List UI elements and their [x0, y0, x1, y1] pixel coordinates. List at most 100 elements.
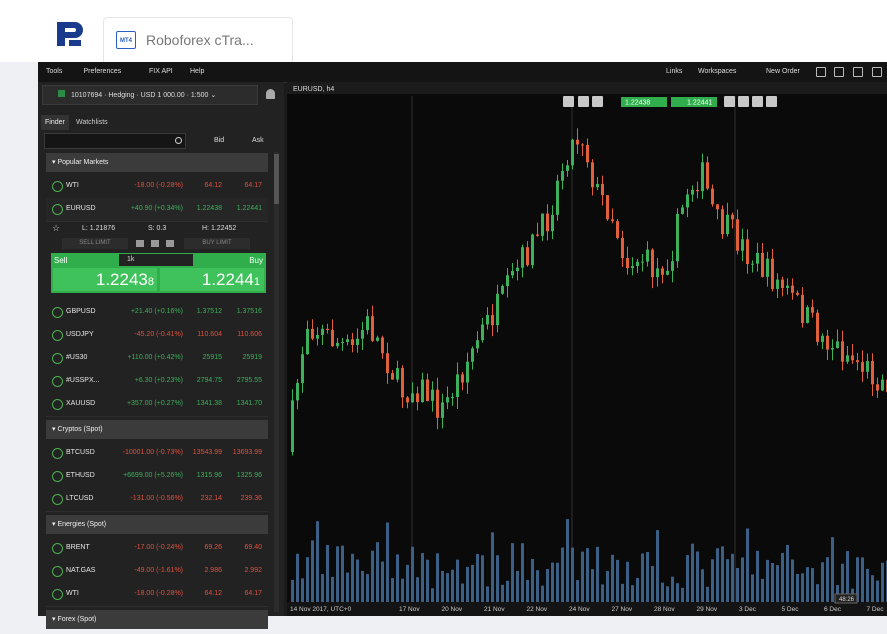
scroll-thumb[interactable] — [274, 154, 279, 204]
order-icon[interactable] — [136, 240, 144, 247]
order-icon[interactable] — [166, 240, 174, 247]
volume-bar — [406, 564, 409, 602]
buy-button[interactable] — [160, 268, 264, 291]
volume-bar — [766, 559, 769, 602]
symbol-row[interactable]: LTCUSD -131.00 (-0.56%) 232.14 239.36 — [46, 488, 268, 512]
search-box[interactable] — [44, 133, 186, 149]
volume-bar — [751, 574, 754, 602]
symbol-row[interactable]: BTCUSD -10001.00 (-0.73%) 13543.99 13693.99 — [46, 442, 268, 466]
pip: 1 — [253, 276, 260, 288]
volume-bar — [386, 522, 389, 602]
buy-limit[interactable]: BUY LIMIT — [184, 238, 250, 249]
bid: 2794.75 — [196, 377, 222, 384]
menu-item[interactable]: Preferences — [83, 68, 122, 75]
toolbar-icon[interactable] — [834, 67, 844, 77]
volume-bar — [531, 558, 534, 602]
candle-body — [401, 368, 404, 398]
symbol-row[interactable]: #USSPX... +6.30 (+0.23%) 2794.75 2795.55 — [46, 370, 268, 394]
toolbar-icon[interactable] — [853, 67, 863, 77]
candle-body — [476, 340, 479, 349]
volume-bar — [356, 559, 359, 602]
change: +40.90 (+0.34%) — [130, 205, 183, 212]
candle-body — [461, 374, 464, 383]
buy-price-box — [671, 97, 717, 107]
menu-item[interactable]: Links — [666, 68, 683, 75]
tab-watchlists[interactable]: Watchlists — [76, 119, 108, 126]
candle-body — [691, 190, 694, 195]
group-header[interactable]: ▾ Popular Markets — [46, 153, 268, 172]
symbol-row[interactable]: USDJPY -45.20 (-0.41%) 110.604 110.606 — [46, 324, 268, 348]
tab-icon: MT4 — [116, 31, 136, 49]
candle-body — [491, 315, 494, 326]
chart-tool — [592, 96, 603, 107]
bid: 1341.38 — [196, 400, 222, 407]
tab-finder[interactable]: Finder — [41, 115, 69, 130]
x-axis-label: 17 Nov — [399, 606, 420, 613]
candle-body — [621, 237, 624, 259]
sell-button[interactable] — [53, 268, 157, 291]
menu-item[interactable]: Tools — [46, 68, 63, 75]
candle-body — [436, 389, 439, 418]
menu-item[interactable]: FIX API — [149, 68, 173, 75]
change: -17.00 (-0.24%) — [134, 544, 183, 551]
app-tab[interactable]: MT4 Roboforex cTra... — [103, 17, 293, 63]
menu-item[interactable]: Workspaces — [698, 68, 737, 75]
search-icon — [175, 137, 182, 144]
volume-bar — [546, 569, 549, 602]
candle-body — [301, 354, 304, 383]
symbol: XAUUSD — [66, 400, 96, 407]
candle-body — [686, 194, 689, 208]
toolbar-icon[interactable] — [816, 67, 826, 77]
chart-title: EURUSD, h4 — [293, 86, 334, 93]
group-header[interactable]: ▾ Forex (Spot) — [46, 610, 268, 629]
symbol-row[interactable]: WTI -18.00 (-0.28%) 64.12 64.17 — [46, 583, 268, 607]
sell-label[interactable]: Sell — [54, 256, 68, 265]
symbol-icon — [52, 543, 63, 554]
order-icon[interactable] — [151, 240, 159, 247]
candle-body — [351, 339, 354, 345]
candle-body — [426, 379, 429, 401]
symbol-row[interactable]: EURUSD +40.90 (+0.34%) 1.22438 1.22441 — [46, 198, 268, 222]
bid: 64.12 — [204, 590, 222, 597]
col-ask: Ask — [252, 137, 264, 144]
candle-body — [571, 139, 574, 166]
symbol-row[interactable]: BRENT -17.00 (-0.24%) 69.26 69.40 — [46, 537, 268, 561]
symbol-row[interactable]: WTI -18.00 (-0.28%) 64.12 64.17 — [46, 175, 268, 199]
volume-bar — [691, 543, 694, 602]
candle-body — [481, 324, 484, 341]
x-axis-label: 14 Nov 2017, UTC+0 — [290, 606, 352, 613]
candle-body — [541, 213, 544, 236]
candle-body — [611, 219, 614, 222]
candle-body — [801, 294, 804, 323]
group-header[interactable]: ▾ Cryptos (Spot) — [46, 420, 268, 439]
menu-item[interactable]: Help — [190, 68, 205, 75]
symbol-row[interactable]: NAT.GAS -49.00 (-1.61%) 2.986 2.992 — [46, 560, 268, 584]
quantity[interactable]: 1k — [119, 254, 193, 266]
account-selector[interactable] — [42, 85, 258, 105]
group-header[interactable]: ▾ Energies (Spot) — [46, 515, 268, 534]
ask: 2795.55 — [236, 377, 262, 384]
candle-body — [721, 209, 724, 235]
toolbar-icon[interactable] — [872, 67, 882, 77]
candle-body — [846, 355, 849, 362]
symbol-row[interactable]: GBPUSD +21.40 (+0.16%) 1.37512 1.37516 — [46, 301, 268, 325]
symbol-row[interactable]: XAUUSD +357.00 (+0.27%) 1341.38 1341.70 — [46, 393, 268, 417]
volume-bar — [561, 547, 564, 602]
volume-bar — [371, 550, 374, 602]
volume-bar — [656, 530, 659, 602]
volume-bar — [291, 579, 294, 602]
candle-body — [731, 214, 734, 220]
ask: 1325.96 — [236, 472, 262, 479]
menu-item[interactable]: New Order — [766, 68, 800, 75]
symbol-icon — [52, 204, 63, 215]
buy-label[interactable]: Buy — [249, 256, 263, 265]
user-icon[interactable] — [266, 89, 275, 99]
candle-body — [681, 207, 684, 214]
symbol-row[interactable]: #US30 +110.00 (+0.42%) 25915 25919 — [46, 347, 268, 371]
volume-bar — [316, 521, 319, 602]
volume-bar — [651, 565, 654, 602]
group-name: Forex (Spot) — [57, 616, 97, 623]
symbol-row[interactable]: ETHUSD +6699.00 (+5.26%) 1315.96 1325.96 — [46, 465, 268, 489]
sell-limit[interactable]: SELL LIMIT — [62, 238, 128, 249]
